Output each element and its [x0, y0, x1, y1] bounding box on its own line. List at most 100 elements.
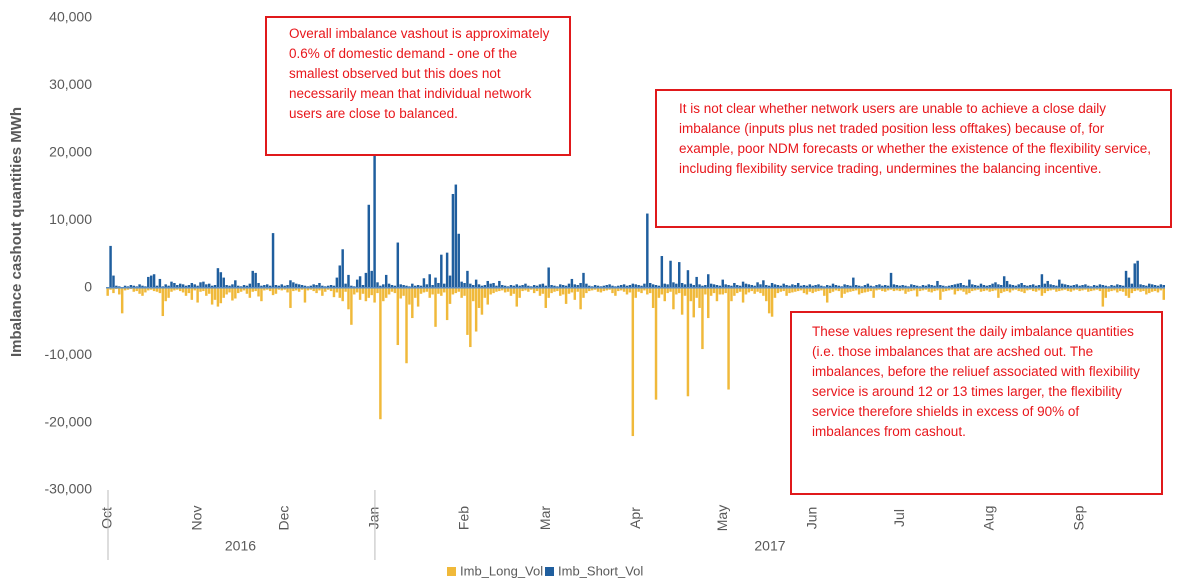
- bar: [1046, 287, 1049, 292]
- bar: [646, 213, 649, 288]
- bar: [109, 245, 112, 288]
- bar: [503, 285, 507, 288]
- bar: [469, 283, 472, 288]
- bar: [852, 277, 855, 288]
- bar: [736, 287, 739, 294]
- bar: [1095, 287, 1099, 290]
- bar: [1139, 284, 1142, 288]
- bar: [625, 285, 629, 288]
- bar: [1066, 287, 1070, 292]
- bar: [193, 287, 196, 291]
- bar: [825, 285, 829, 288]
- bar: [884, 287, 887, 292]
- bar: [881, 287, 884, 292]
- bar: [712, 287, 716, 294]
- bar: [753, 287, 756, 294]
- bar: [1127, 277, 1131, 288]
- bar: [840, 287, 843, 298]
- bar: [678, 262, 681, 288]
- bar: [750, 287, 754, 292]
- bar: [332, 287, 336, 298]
- bar: [692, 287, 695, 318]
- bar: [303, 287, 307, 303]
- bar: [350, 285, 353, 288]
- bar: [263, 285, 266, 288]
- bar: [927, 284, 930, 288]
- bar: [190, 282, 194, 288]
- x-tick-label: Dec: [276, 506, 292, 531]
- bar: [1087, 287, 1090, 292]
- bar: [585, 283, 588, 288]
- bar: [376, 287, 379, 294]
- bar: [933, 285, 936, 288]
- bar: [828, 285, 832, 288]
- bar: [593, 287, 597, 290]
- bar: [997, 287, 1000, 298]
- bar: [747, 287, 751, 293]
- year-label: 2016: [225, 538, 256, 554]
- bar: [834, 287, 838, 291]
- bar: [596, 285, 600, 288]
- y-tick-label: 30,000: [49, 76, 92, 92]
- bar: [576, 285, 579, 288]
- bar: [953, 284, 957, 288]
- bar: [973, 287, 977, 291]
- bar: [1104, 287, 1107, 298]
- y-tick-label: 40,000: [49, 9, 92, 25]
- bar: [1063, 284, 1067, 288]
- bar: [991, 283, 994, 288]
- y-tick-label: 0: [84, 278, 92, 294]
- bar: [680, 287, 684, 315]
- bar: [527, 285, 530, 288]
- bar: [927, 287, 930, 292]
- bar: [532, 287, 536, 294]
- bar: [399, 284, 402, 288]
- bar: [1148, 283, 1151, 288]
- bar: [260, 285, 263, 288]
- bar: [1119, 287, 1122, 292]
- bar: [295, 287, 298, 291]
- bar: [129, 285, 133, 288]
- bar: [863, 287, 867, 293]
- bar: [1069, 287, 1073, 292]
- bar: [512, 285, 516, 288]
- bar: [538, 284, 542, 288]
- bar: [567, 283, 571, 288]
- bar: [297, 284, 301, 288]
- bar: [347, 274, 350, 288]
- bar: [1092, 285, 1096, 288]
- bar: [611, 287, 614, 294]
- bar: [701, 287, 704, 350]
- bar: [718, 285, 722, 288]
- bar: [234, 287, 237, 299]
- bar: [1081, 285, 1084, 288]
- bar: [854, 285, 858, 288]
- bar: [776, 287, 780, 294]
- legend-label: Imb_Long_Vol: [460, 563, 543, 578]
- bar: [176, 287, 179, 290]
- bar: [312, 287, 315, 292]
- legend-swatch: [545, 567, 554, 576]
- bar: [361, 285, 365, 288]
- bar: [216, 268, 220, 288]
- bar: [419, 285, 423, 288]
- bar: [544, 287, 548, 308]
- y-tick-label: 10,000: [49, 211, 92, 227]
- bar: [329, 287, 333, 292]
- bar: [767, 285, 771, 288]
- bar: [889, 272, 893, 288]
- bar: [263, 287, 266, 291]
- bar: [477, 287, 481, 308]
- bar: [1127, 287, 1131, 298]
- bar: [947, 285, 951, 288]
- bar: [669, 287, 672, 292]
- bar: [413, 287, 417, 298]
- bar: [770, 287, 774, 317]
- bar: [541, 287, 545, 294]
- bar: [820, 287, 823, 291]
- bar: [338, 287, 342, 298]
- bar: [245, 287, 249, 294]
- bar: [138, 284, 141, 288]
- bar: [727, 285, 730, 288]
- bar: [248, 283, 252, 288]
